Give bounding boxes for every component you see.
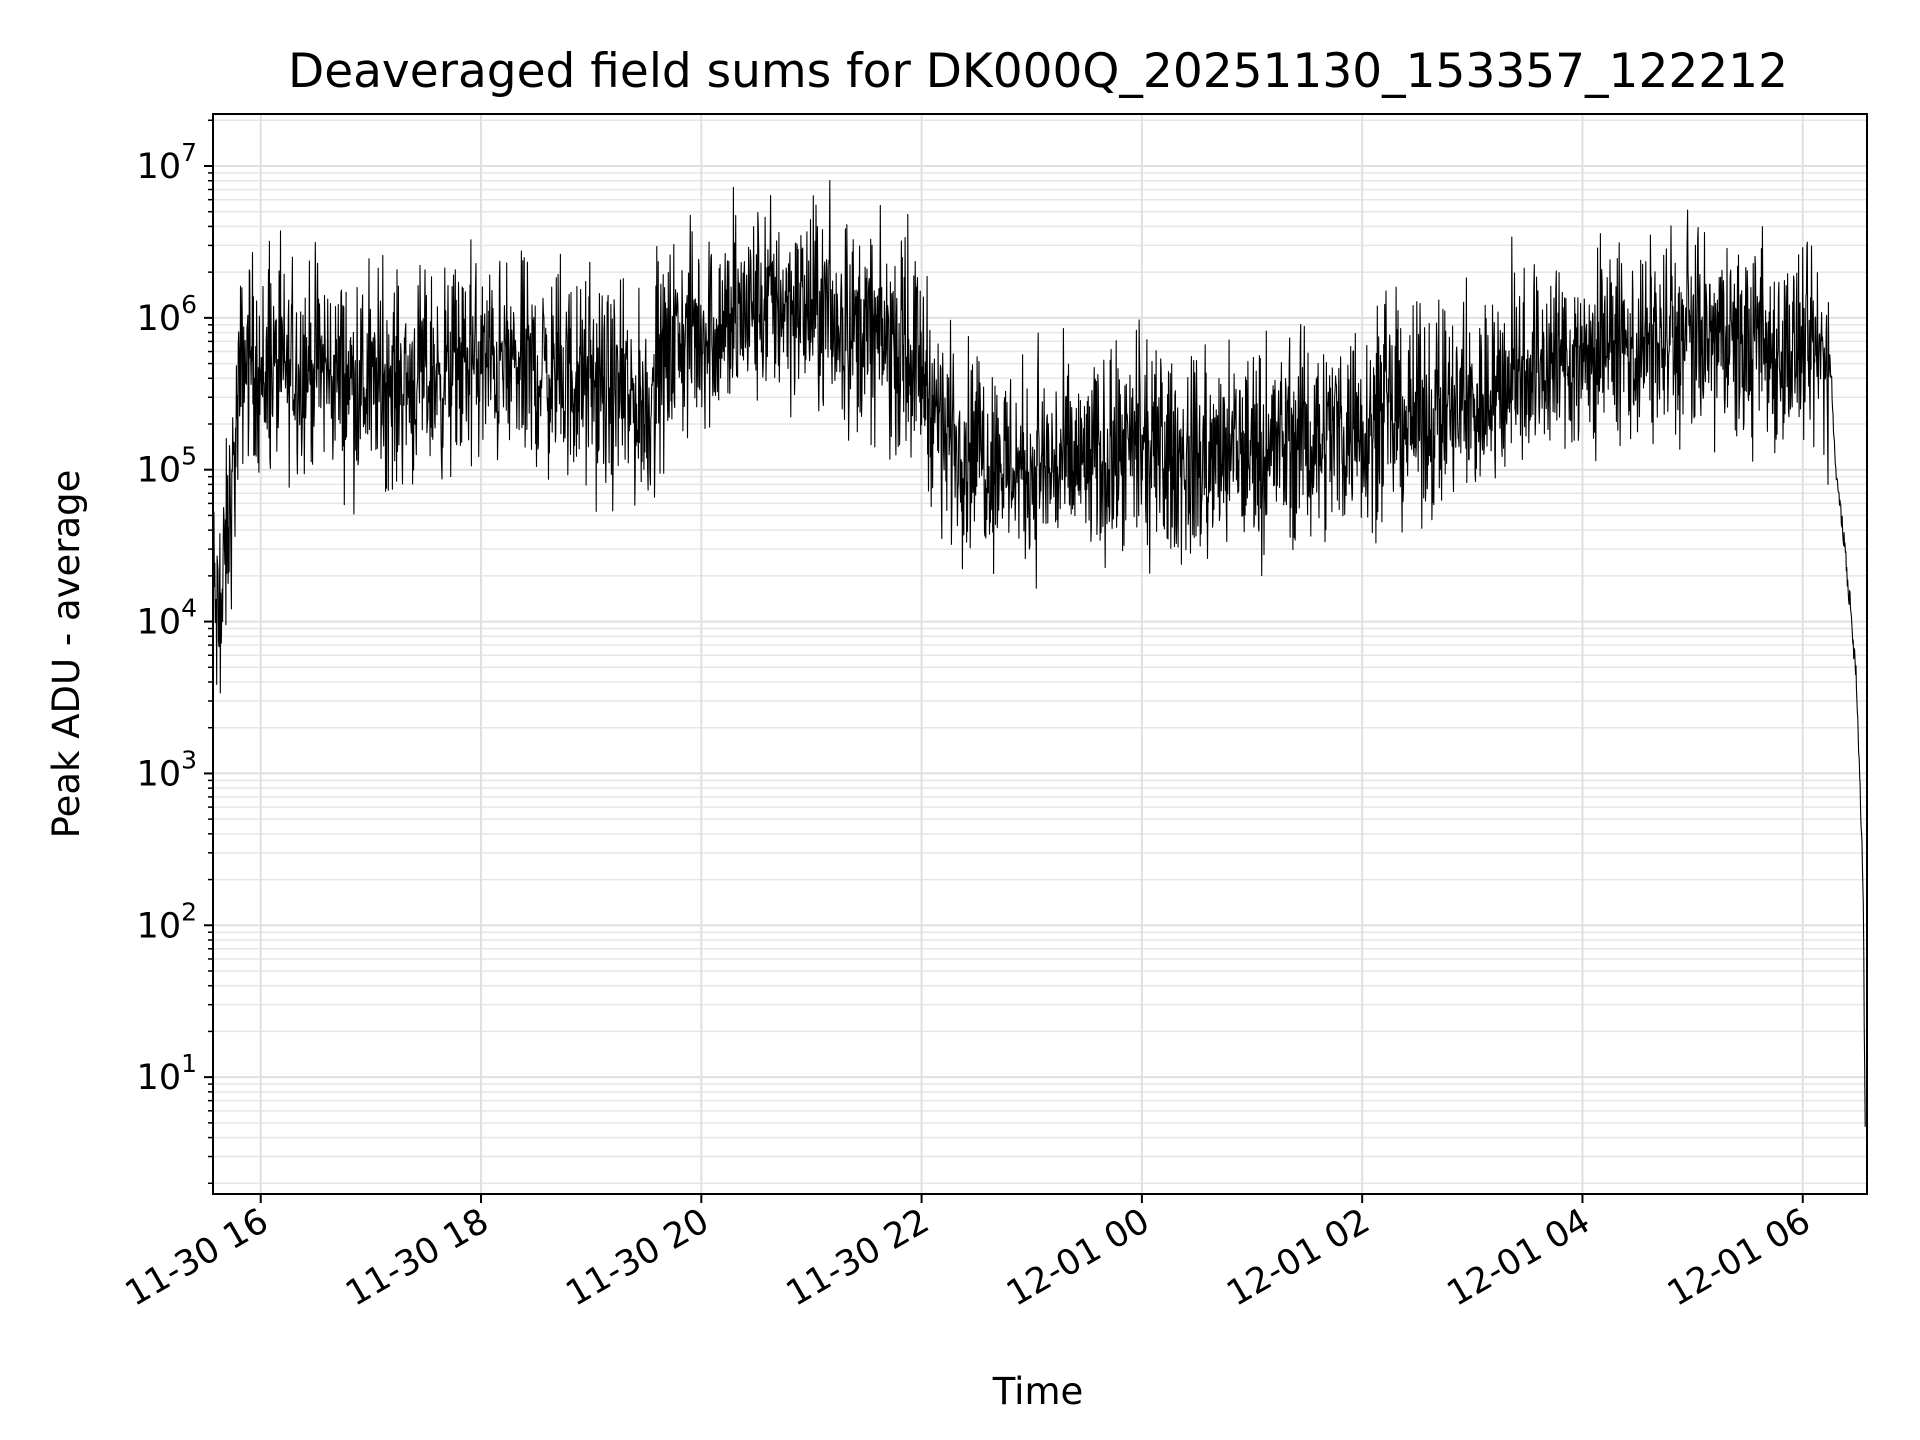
y-tick-label: 104	[137, 594, 197, 643]
y-tick-label: 101	[137, 1049, 197, 1098]
y-tick-label: 105	[137, 442, 197, 491]
y-axis-label: Peak ADU - average	[45, 470, 88, 839]
plot-frame	[212, 113, 1868, 1195]
series-layer	[212, 179, 1866, 1127]
chart-title: Deaveraged field sums for DK000Q_2025113…	[288, 44, 1788, 99]
y-axis: 101 102 103 104 105 106 107	[137, 119, 213, 1185]
y-tick-label: 107	[137, 138, 197, 187]
x-axis-label: Time	[992, 1370, 1084, 1413]
y-tick-label: 106	[137, 290, 197, 339]
y-tick-label: 103	[137, 745, 197, 794]
series-line	[212, 179, 1866, 1127]
y-tick-label: 102	[137, 897, 197, 946]
